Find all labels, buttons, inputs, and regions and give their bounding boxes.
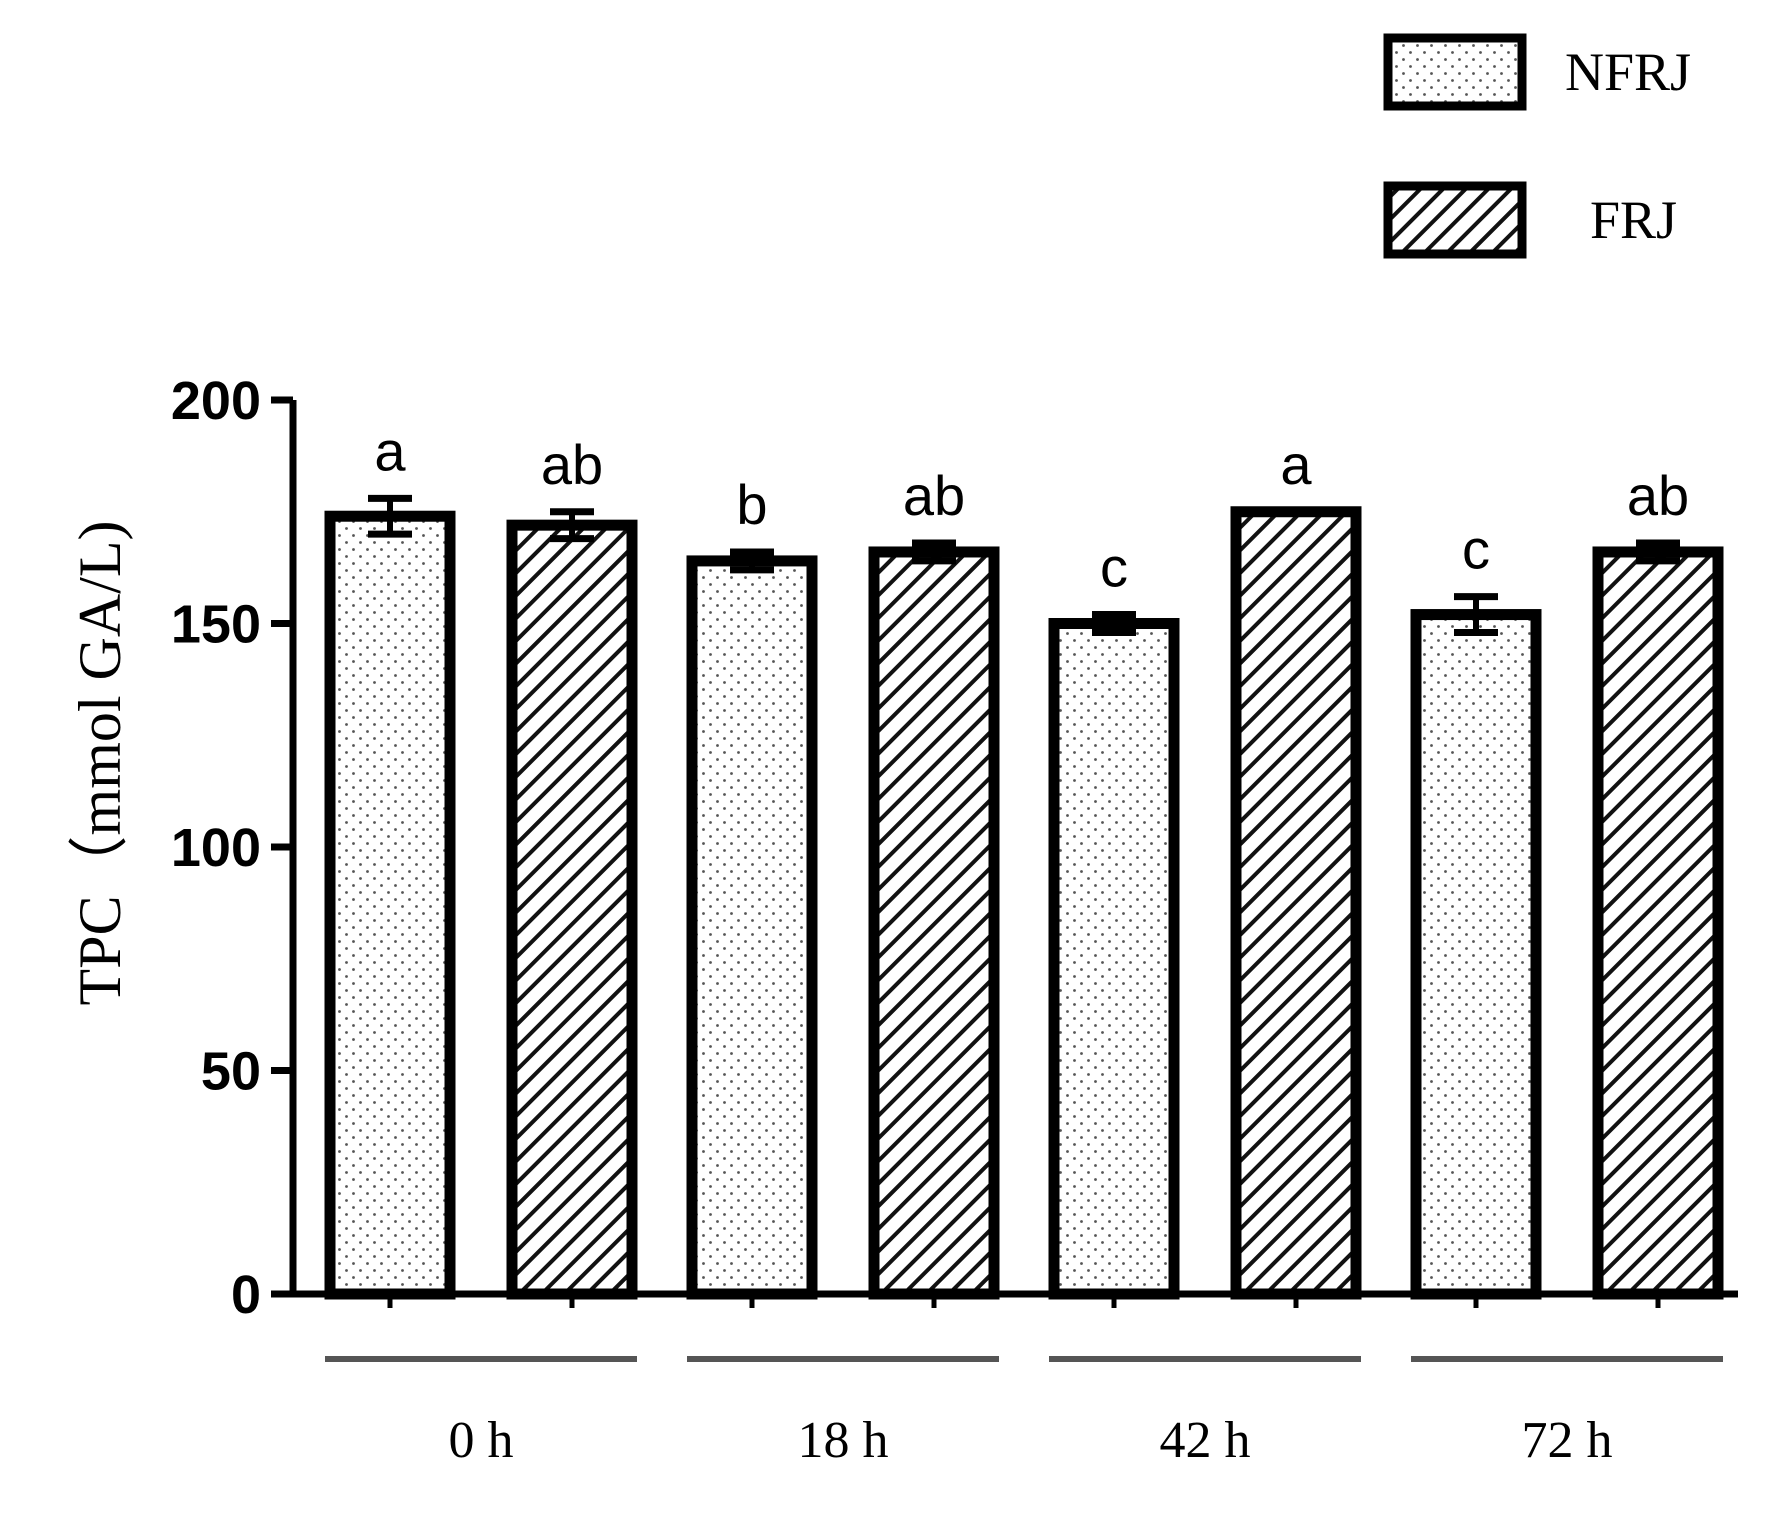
- bar-nfrj-42h: [1048, 618, 1180, 1300]
- significance-label: ab: [541, 433, 603, 496]
- error-bar: [1636, 539, 1680, 565]
- category-label: 0 h: [449, 1412, 514, 1469]
- legend-swatch-nfrj: [1383, 33, 1527, 111]
- bar-frj-18h: [868, 546, 1000, 1300]
- category-groups: 0 h 18 h 42 h 72 h: [325, 1356, 1723, 1469]
- y-ticks-group: 0 50 100 150 200: [171, 371, 293, 1325]
- y-tick-label: 100: [171, 818, 261, 878]
- legend-item-nfrj: NFRJ: [1383, 33, 1691, 111]
- bar-nfrj-18h: [686, 555, 818, 1300]
- legend-label-nfrj: NFRJ: [1565, 42, 1691, 102]
- significance-label: c: [1462, 518, 1490, 581]
- legend-swatch-frj: [1383, 181, 1527, 259]
- bars-group: [324, 506, 1724, 1300]
- y-tick-label: 200: [171, 371, 261, 431]
- category-label: 72 h: [1522, 1412, 1613, 1469]
- x-ticks-group: [387, 1294, 1661, 1308]
- category-label: 18 h: [798, 1412, 889, 1469]
- y-tick-label: 50: [201, 1042, 261, 1102]
- error-bar: [1454, 593, 1498, 636]
- bar-nfrj-0h: [324, 510, 456, 1300]
- bar-frj-42h: [1230, 506, 1362, 1300]
- significance-label: a: [374, 419, 406, 482]
- error-bars-group: [368, 494, 1680, 636]
- error-bar: [1092, 611, 1136, 636]
- significance-label: ab: [903, 464, 965, 527]
- significance-labels-group: a ab b ab c a c ab: [374, 419, 1689, 598]
- bar-nfrj-72h: [1410, 609, 1542, 1300]
- category-label: 42 h: [1160, 1412, 1251, 1469]
- bar-frj-72h: [1592, 546, 1724, 1300]
- legend-item-frj: FRJ: [1383, 181, 1677, 259]
- y-axis: 0 50 100 150 200: [171, 371, 297, 1325]
- significance-label: c: [1100, 536, 1128, 599]
- legend-label-frj: FRJ: [1590, 190, 1677, 250]
- bar-frj-0h: [506, 519, 638, 1300]
- significance-label: a: [1280, 433, 1312, 496]
- y-tick-label: 150: [171, 595, 261, 655]
- significance-label: b: [736, 473, 767, 536]
- error-bar: [550, 508, 594, 543]
- legend: NFRJ FRJ: [1383, 33, 1691, 259]
- error-bar: [912, 539, 956, 565]
- x-axis: [290, 1290, 1738, 1308]
- y-axis-title: TPC（mmol GA/L): [67, 520, 133, 1005]
- error-bar: [368, 494, 412, 538]
- significance-label: ab: [1627, 464, 1689, 527]
- error-bar: [730, 548, 774, 574]
- y-tick-label: 0: [231, 1265, 261, 1325]
